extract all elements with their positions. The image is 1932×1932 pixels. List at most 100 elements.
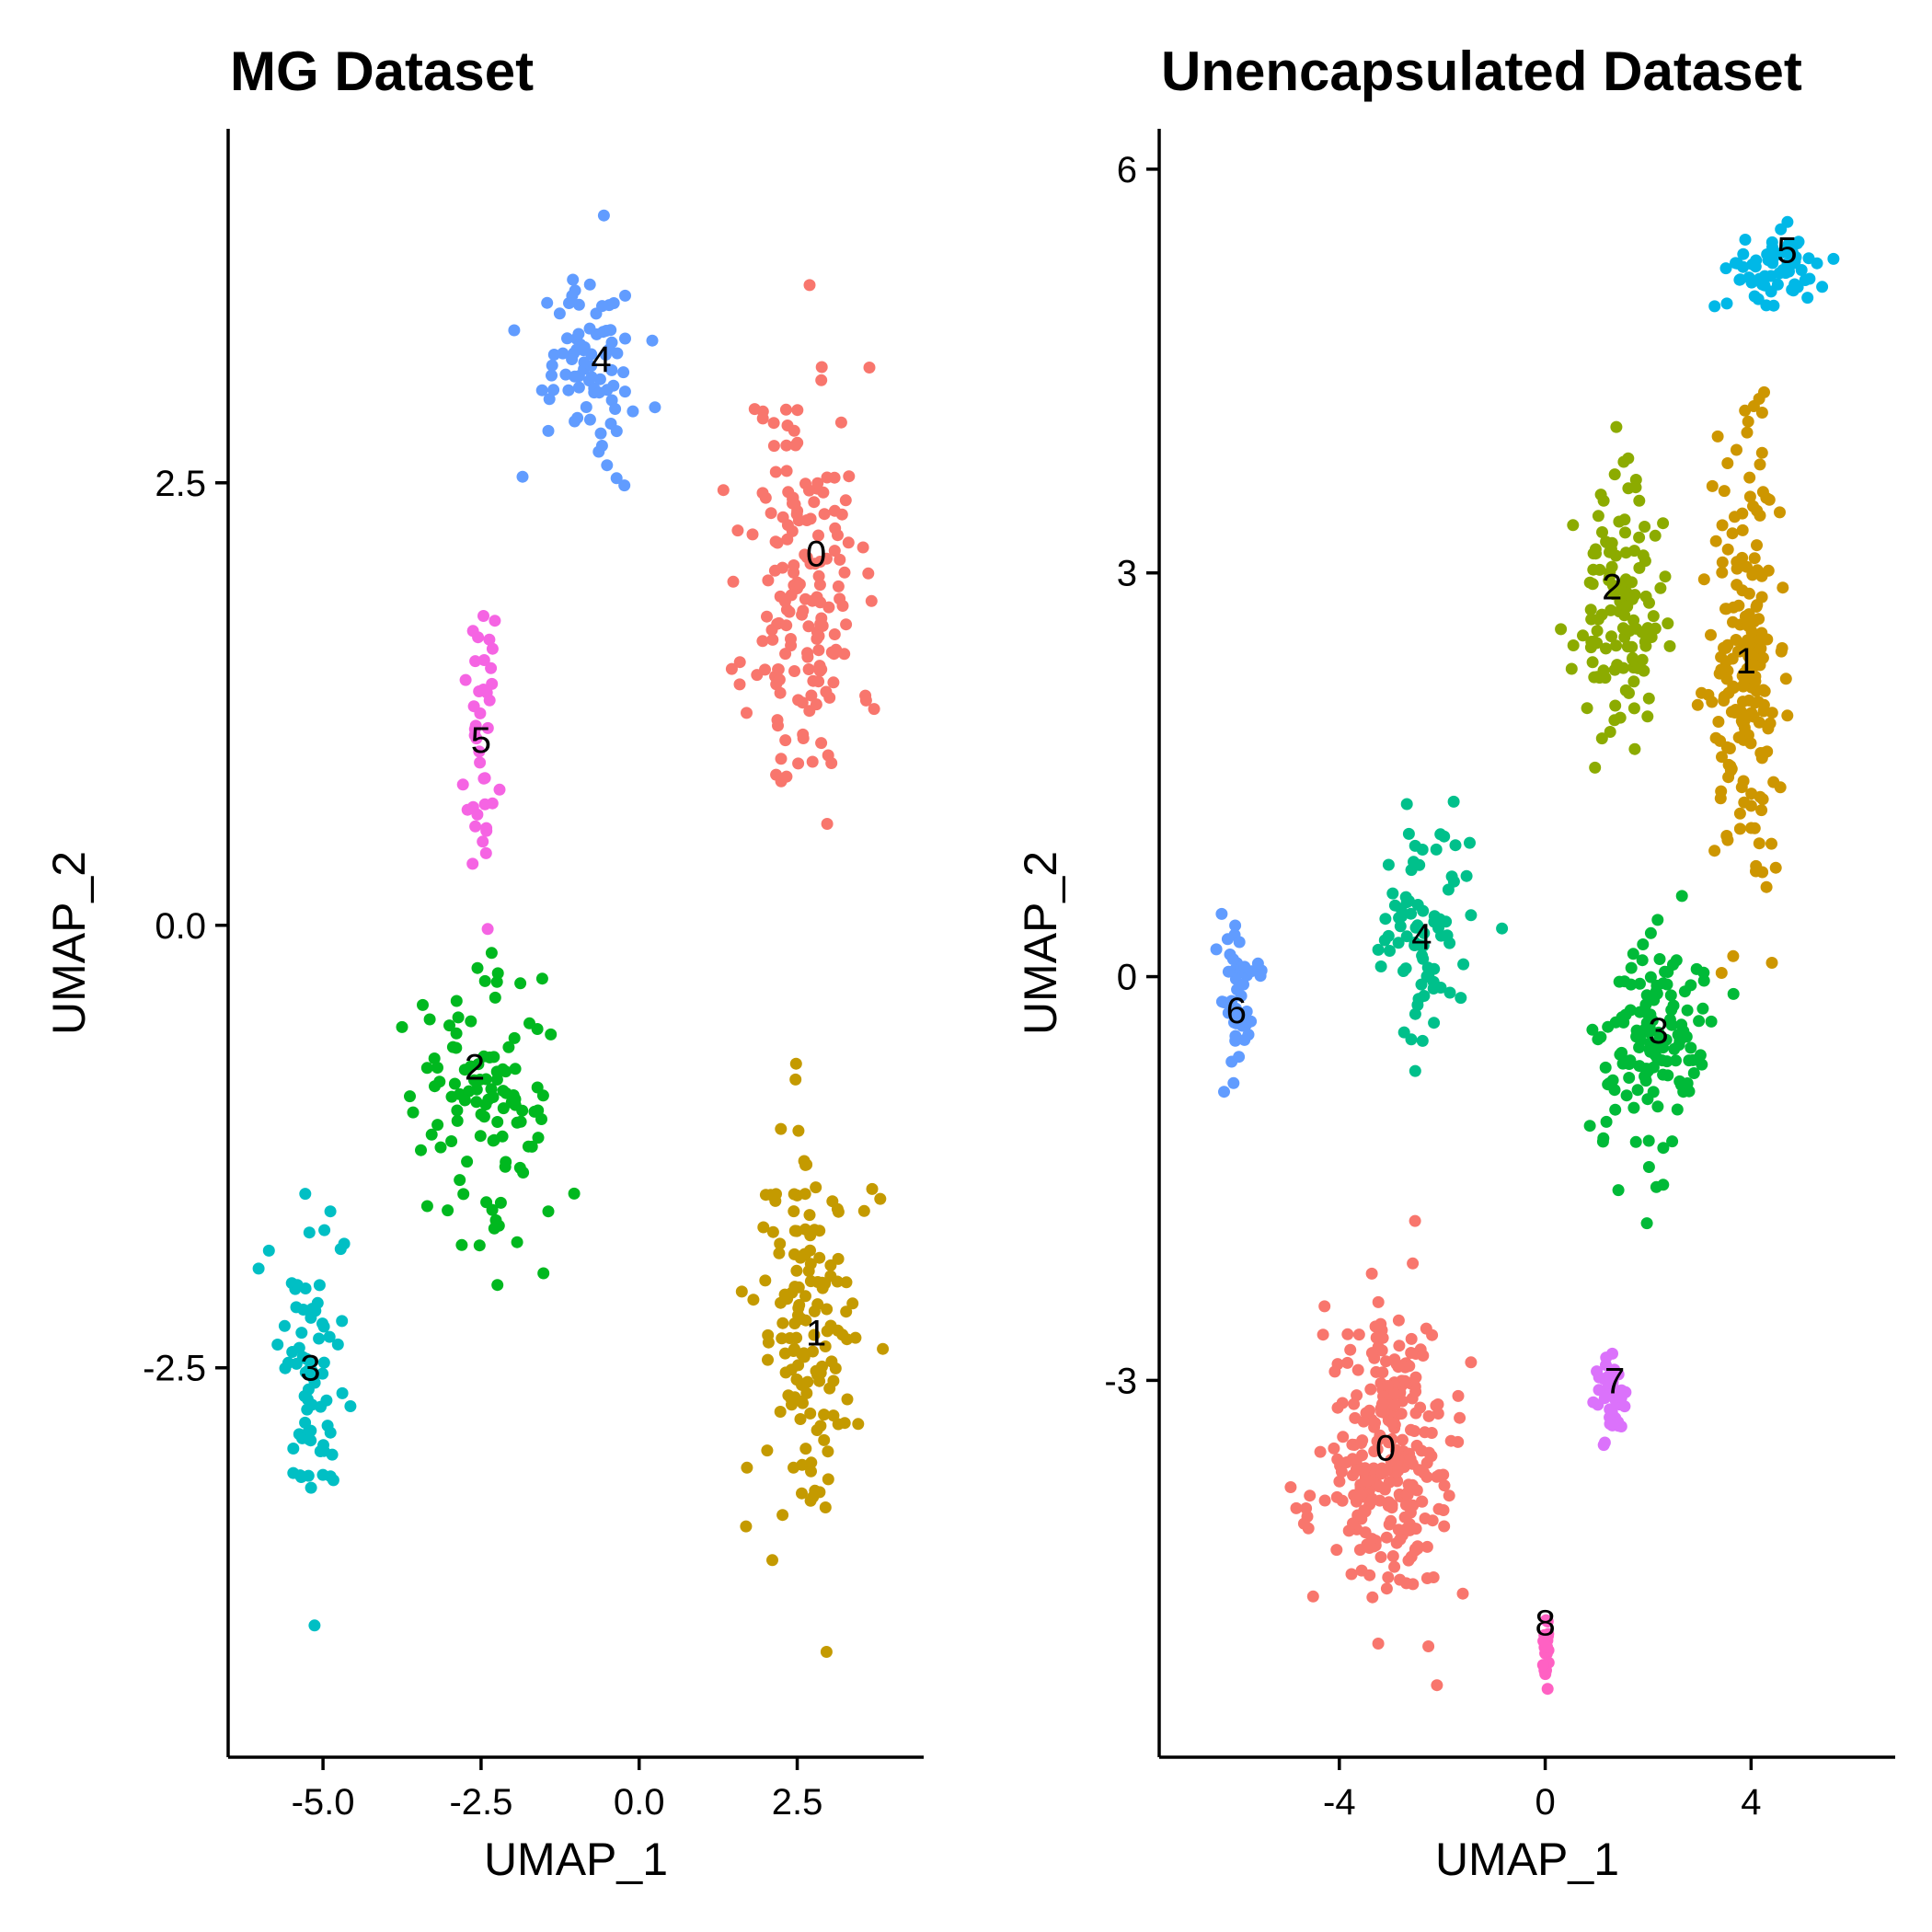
- point-cluster-5: [1708, 300, 1721, 313]
- point-cluster-3: [305, 1481, 317, 1494]
- point-cluster-2: [1629, 481, 1642, 494]
- point-cluster-1: [1716, 556, 1729, 569]
- point-cluster-1: [1758, 684, 1771, 697]
- point-cluster-0: [1290, 1501, 1303, 1514]
- point-cluster-1: [778, 1347, 791, 1360]
- point-cluster-5: [486, 677, 499, 690]
- point-cluster-2: [1618, 513, 1631, 526]
- point-cluster-1: [785, 1363, 798, 1376]
- point-cluster-4: [1386, 887, 1399, 900]
- point-cluster-0: [806, 594, 819, 607]
- point-cluster-2: [1647, 610, 1660, 623]
- point-cluster-0: [771, 536, 784, 549]
- point-cluster-0: [765, 507, 777, 520]
- point-cluster-3: [302, 1469, 315, 1482]
- point-cluster-2: [1597, 494, 1610, 507]
- point-cluster-0: [1438, 1520, 1451, 1533]
- point-cluster-1: [811, 1368, 823, 1381]
- point-cluster-1: [1760, 880, 1773, 893]
- point-cluster-0: [1381, 1380, 1394, 1392]
- point-cluster-5: [489, 615, 501, 627]
- point-cluster-0: [779, 403, 792, 416]
- point-cluster-1: [821, 1325, 834, 1338]
- point-cluster-3: [293, 1428, 305, 1441]
- point-cluster-5: [466, 857, 479, 870]
- point-cluster-0: [1364, 1383, 1377, 1396]
- point-cluster-2: [514, 977, 527, 990]
- point-cluster-1: [796, 1487, 808, 1500]
- point-cluster-0: [1341, 1328, 1354, 1340]
- point-cluster-1: [794, 1413, 807, 1425]
- point-cluster-0: [1407, 1257, 1420, 1270]
- point-cluster-1: [1732, 731, 1745, 744]
- point-cluster-1: [792, 1281, 805, 1294]
- point-cluster-0: [1341, 1356, 1354, 1369]
- point-cluster-5: [1748, 290, 1761, 303]
- point-cluster-0: [808, 496, 821, 509]
- point-cluster-2: [514, 1115, 527, 1128]
- point-cluster-3: [1727, 987, 1740, 1000]
- point-cluster-5: [1786, 246, 1799, 259]
- point-cluster-4: [592, 386, 605, 399]
- point-cluster-1: [1719, 641, 1732, 654]
- point-cluster-2: [479, 1073, 492, 1086]
- point-cluster-2: [1639, 521, 1651, 533]
- point-cluster-1: [1733, 807, 1746, 820]
- point-cluster-3: [1697, 974, 1710, 987]
- point-cluster-3: [336, 1315, 349, 1328]
- point-cluster-0: [832, 580, 845, 592]
- point-cluster-0: [780, 465, 793, 477]
- point-cluster-0: [1328, 1365, 1341, 1378]
- point-cluster-2: [1597, 664, 1610, 677]
- point-cluster-0: [1369, 1320, 1382, 1333]
- point-cluster-3: [316, 1468, 329, 1481]
- point-cluster-4: [1496, 922, 1509, 935]
- point-cluster-1: [788, 1461, 799, 1474]
- point-cluster-0: [1351, 1389, 1363, 1402]
- point-cluster-2: [523, 1017, 535, 1029]
- point-cluster-4: [1422, 971, 1435, 983]
- point-cluster-1: [819, 1340, 832, 1352]
- point-cluster-0: [817, 486, 830, 499]
- point-cluster-2: [1585, 636, 1598, 648]
- point-cluster-2: [431, 1119, 444, 1132]
- y-tick-label: 6: [1117, 150, 1137, 190]
- point-cluster-0: [809, 558, 822, 570]
- point-cluster-4: [1400, 798, 1413, 811]
- point-cluster-2: [1565, 662, 1578, 675]
- point-cluster-2: [1610, 420, 1623, 433]
- point-cluster-1: [769, 1194, 782, 1207]
- cluster-label-6: 6: [1226, 991, 1247, 1031]
- point-cluster-8: [1536, 1659, 1549, 1672]
- point-cluster-0: [1382, 1571, 1395, 1583]
- point-cluster-0: [1357, 1415, 1370, 1428]
- point-cluster-1: [804, 1229, 817, 1242]
- point-cluster-5: [1773, 267, 1786, 280]
- point-cluster-0: [1356, 1449, 1368, 1462]
- point-cluster-1: [1755, 569, 1768, 582]
- point-cluster-6: [1218, 1086, 1230, 1098]
- point-cluster-0: [801, 650, 814, 663]
- point-cluster-1: [792, 1302, 805, 1315]
- point-cluster-0: [834, 553, 846, 566]
- point-cluster-2: [1649, 529, 1662, 542]
- y-tick-label: 2.5: [155, 464, 206, 504]
- point-cluster-4: [546, 369, 558, 382]
- point-cluster-4: [605, 336, 618, 349]
- point-cluster-5: [477, 610, 489, 622]
- point-cluster-4: [561, 332, 573, 345]
- point-cluster-1: [1747, 658, 1760, 671]
- point-cluster-0: [791, 436, 804, 449]
- point-cluster-2: [1584, 604, 1597, 616]
- point-cluster-2: [545, 1028, 558, 1041]
- point-cluster-2: [1633, 531, 1646, 544]
- point-cluster-2: [458, 1094, 471, 1107]
- point-cluster-1: [1744, 799, 1757, 812]
- point-cluster-4: [1388, 899, 1401, 912]
- point-cluster-5: [479, 846, 492, 859]
- point-cluster-0: [1415, 1444, 1428, 1457]
- point-cluster-3: [1599, 1061, 1612, 1074]
- point-cluster-2: [458, 1064, 471, 1076]
- point-cluster-5: [1767, 299, 1780, 312]
- point-cluster-1: [762, 1336, 775, 1349]
